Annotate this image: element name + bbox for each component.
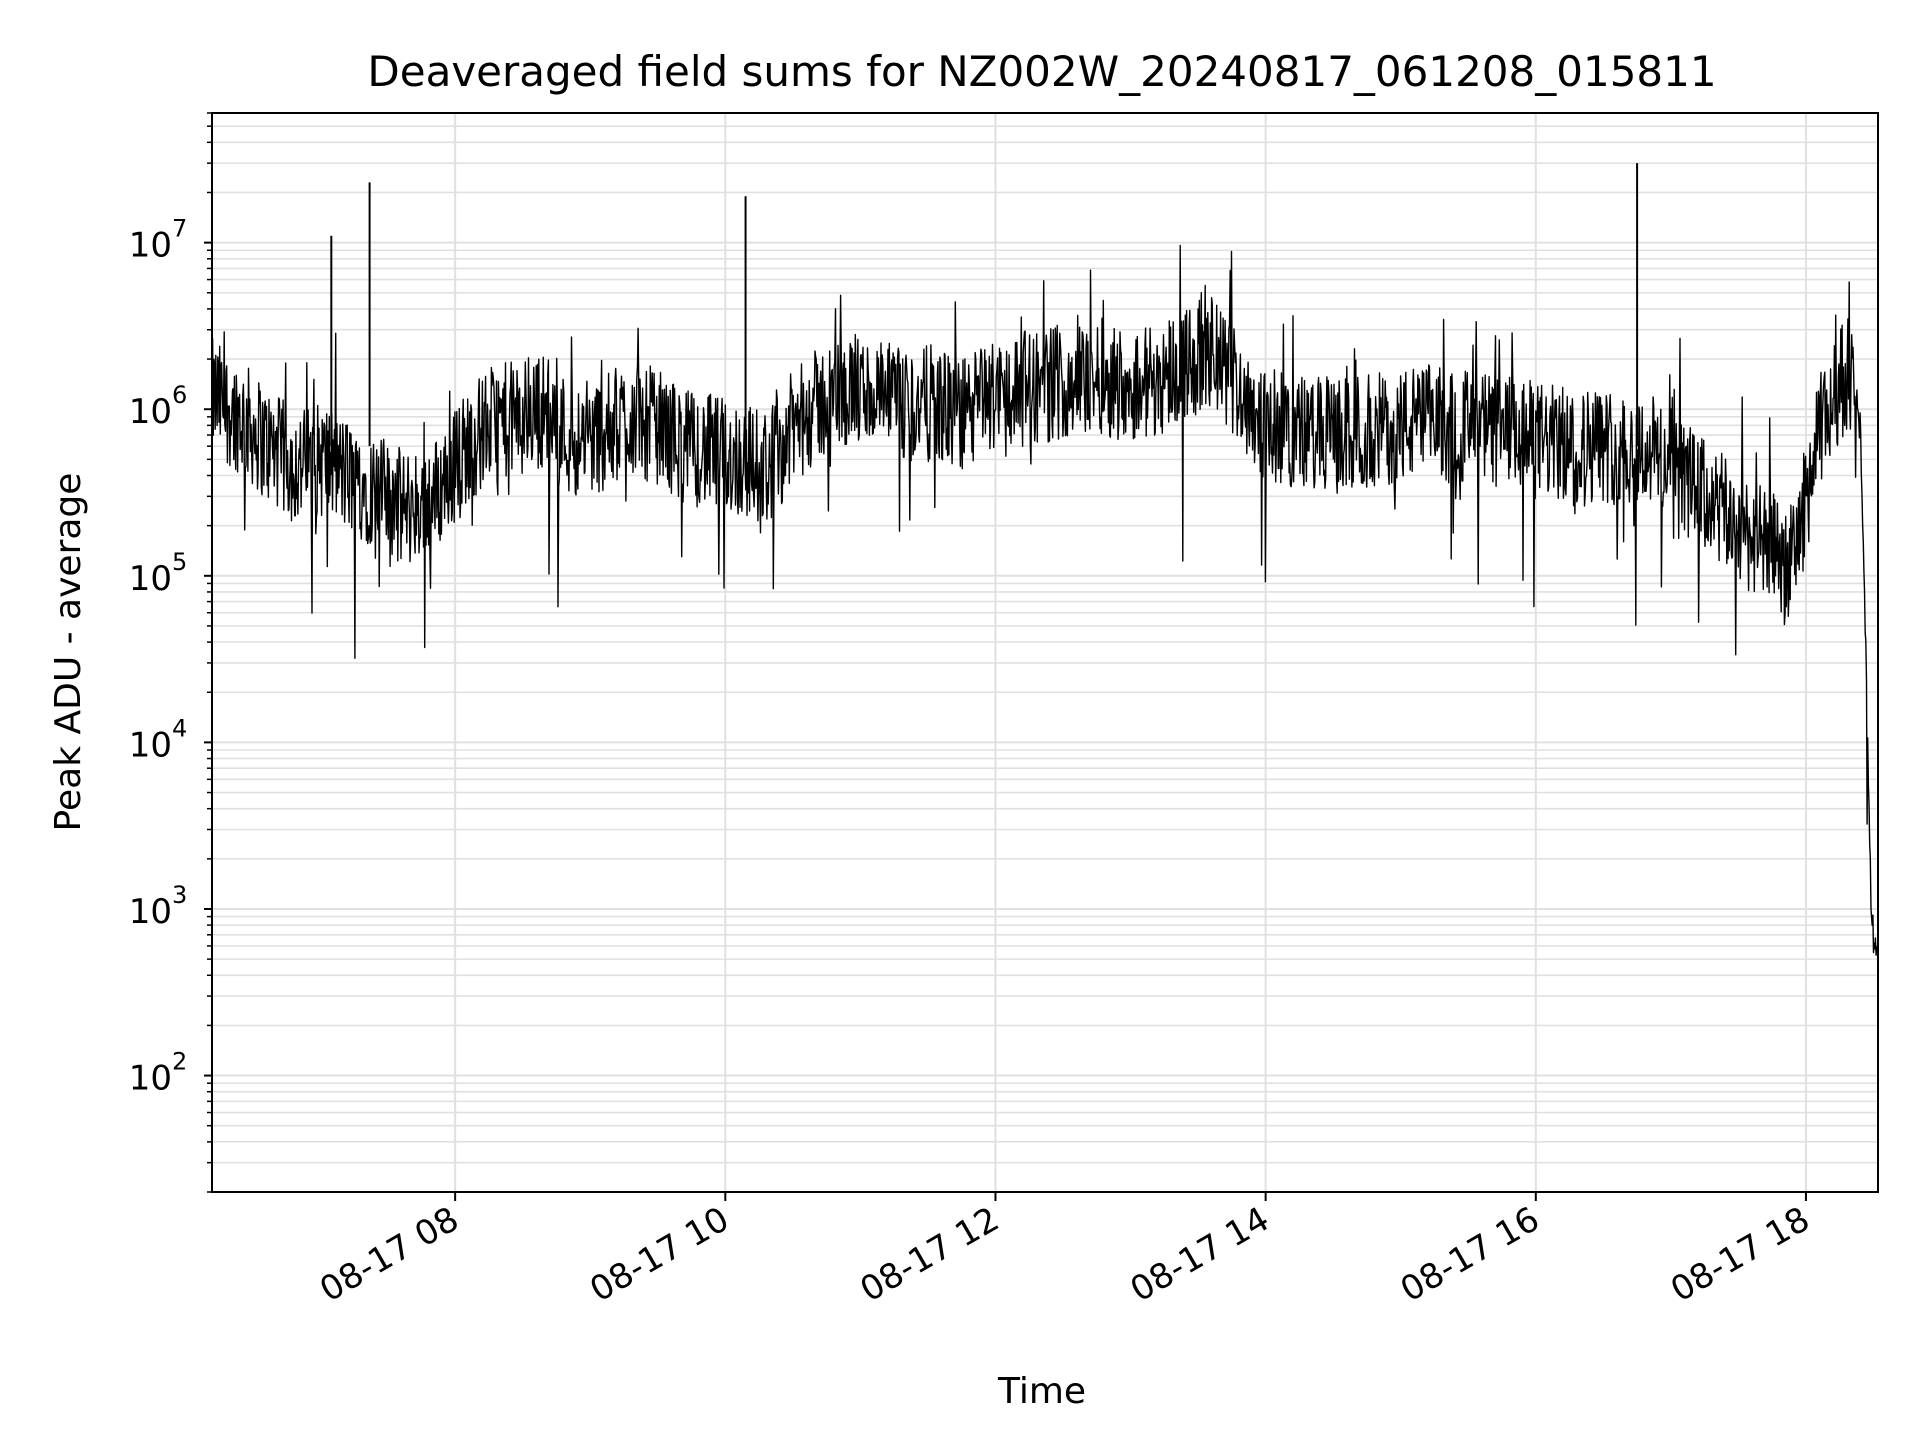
series-line — [211, 244, 1879, 956]
y-tick-label: 10 — [129, 1059, 172, 1099]
y-tick-label: 10 — [129, 392, 172, 432]
y-tick-exponent: 3 — [172, 881, 187, 909]
y-tick-label: 10 — [129, 226, 172, 266]
chart-title: Deaveraged field sums for NZ002W_2024081… — [367, 47, 1716, 96]
x-tick-label: 08-17 08 — [313, 1199, 465, 1310]
y-axis-label: Peak ADU - average — [48, 473, 89, 832]
y-tick-exponent: 4 — [172, 714, 187, 742]
x-axis-label: Time — [997, 1371, 1086, 1412]
y-tick-label: 10 — [129, 559, 172, 599]
data-layer — [211, 163, 1879, 956]
y-tick-exponent: 7 — [172, 215, 187, 243]
x-tick-label: 08-17 18 — [1664, 1199, 1816, 1310]
y-tick-exponent: 2 — [172, 1048, 187, 1076]
x-tick-label: 08-17 14 — [1124, 1199, 1276, 1310]
y-tick-exponent: 5 — [172, 548, 187, 576]
grid — [212, 112, 1878, 1193]
y-tick-label: 10 — [129, 892, 172, 932]
plot-frame — [211, 112, 1879, 1193]
y-tick-exponent: 6 — [172, 381, 187, 409]
x-tick-label: 08-17 12 — [854, 1199, 1006, 1310]
x-tick-label: 08-17 16 — [1394, 1199, 1546, 1310]
y-tick-label: 10 — [129, 725, 172, 765]
x-tick-label: 08-17 10 — [583, 1199, 735, 1310]
